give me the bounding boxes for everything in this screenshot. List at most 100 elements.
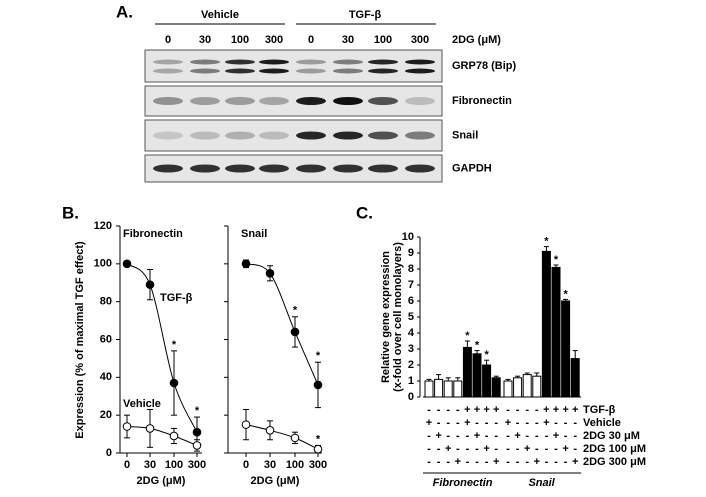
marker (290, 327, 300, 337)
bar (453, 380, 463, 398)
panel-label: B. (62, 203, 79, 222)
marker (192, 427, 202, 437)
lane-label: 300 (411, 34, 429, 46)
significance: * (465, 330, 470, 342)
condition-sign: + (543, 404, 549, 416)
bar (532, 375, 542, 398)
condition-sign: + (553, 430, 559, 442)
x-tick-label: 30 (144, 459, 156, 471)
blot-label: Snail (452, 129, 478, 141)
lane-label: 100 (231, 34, 249, 46)
x-tick-label: 300 (309, 459, 327, 471)
condition-sign: - (573, 430, 577, 442)
condition-sign: - (525, 430, 529, 442)
bar (434, 378, 444, 398)
condition-sign: + (534, 456, 540, 468)
marker (241, 259, 251, 269)
y-tick-label: 20 (100, 409, 112, 421)
band (259, 68, 289, 74)
condition-sign: - (446, 430, 450, 442)
condition-sign: - (564, 456, 568, 468)
condition-sign: - (525, 417, 529, 429)
y-tick-label: 10 (402, 231, 414, 243)
y-tick-label: 2 (408, 359, 414, 371)
condition-sign: + (543, 417, 549, 429)
significance: * (544, 236, 549, 248)
bar (570, 358, 580, 398)
bar (503, 380, 513, 398)
lane-label: 30 (342, 34, 354, 46)
y-tick-label: 0 (408, 391, 414, 403)
y-tick-label: 3 (408, 343, 414, 355)
condition-label: 2DG 30 μM (583, 430, 640, 442)
significance: * (316, 350, 321, 362)
band (333, 164, 363, 173)
band (368, 97, 398, 105)
condition-sign: + (562, 404, 568, 416)
bar (491, 377, 501, 398)
bar (551, 266, 561, 398)
condition-sign: + (474, 404, 480, 416)
condition-sign: - (506, 404, 510, 416)
bar (482, 364, 492, 398)
band (225, 97, 255, 105)
condition-sign: + (445, 443, 451, 455)
band (405, 59, 435, 65)
x-axis-label: 2DG (μM) (251, 475, 300, 487)
marker (145, 280, 155, 289)
condition-sign: - (446, 417, 450, 429)
bar (522, 374, 532, 398)
lane-label: 0 (308, 34, 314, 46)
condition-sign: + (505, 417, 511, 429)
condition-sign: - (535, 443, 539, 455)
bar (513, 377, 523, 398)
y-axis-label: (x-fold over cell monolayers) (392, 242, 404, 392)
y-tick-label: 60 (100, 333, 112, 345)
condition-sign: - (485, 417, 489, 429)
band (405, 68, 435, 74)
band (296, 59, 326, 65)
condition-sign: + (464, 417, 470, 429)
blot-label: Fibronectin (452, 95, 512, 107)
y-tick-label: 100 (94, 258, 112, 270)
group-label: Fibronectin (433, 477, 493, 489)
band (333, 131, 363, 140)
band (259, 131, 289, 140)
condition-sign: - (564, 430, 568, 442)
chart-title: Fibronectin (123, 228, 183, 240)
condition-label: 2DG 300 μM (583, 456, 646, 468)
y-tick-label: 8 (408, 263, 414, 275)
band (153, 164, 183, 173)
condition-sign: - (535, 430, 539, 442)
band (190, 68, 220, 74)
condition-sign: - (475, 417, 479, 429)
band (368, 131, 398, 140)
series-label: TGF-β (160, 292, 193, 304)
condition-sign: - (535, 417, 539, 429)
significance: * (195, 405, 200, 417)
band (153, 97, 183, 105)
y-tick-label: 80 (100, 296, 112, 308)
condition-sign: - (554, 456, 558, 468)
marker (313, 444, 323, 454)
condition-sign: - (516, 456, 520, 468)
significance: * (554, 254, 559, 266)
chart-title: Snail (241, 228, 267, 240)
condition-sign: - (475, 443, 479, 455)
band (190, 131, 220, 140)
marker (169, 378, 179, 388)
band (259, 59, 289, 65)
significance: * (293, 305, 298, 317)
band (333, 68, 363, 74)
significance: * (316, 433, 321, 445)
band (190, 59, 220, 65)
condition-sign: - (466, 456, 470, 468)
x-tick-label: 100 (165, 459, 183, 471)
band (368, 68, 398, 74)
band (190, 97, 220, 105)
condition-sign: - (466, 443, 470, 455)
blot-label: GAPDH (452, 162, 492, 174)
condition-label: Vehicle (583, 417, 621, 429)
bar (424, 380, 434, 398)
